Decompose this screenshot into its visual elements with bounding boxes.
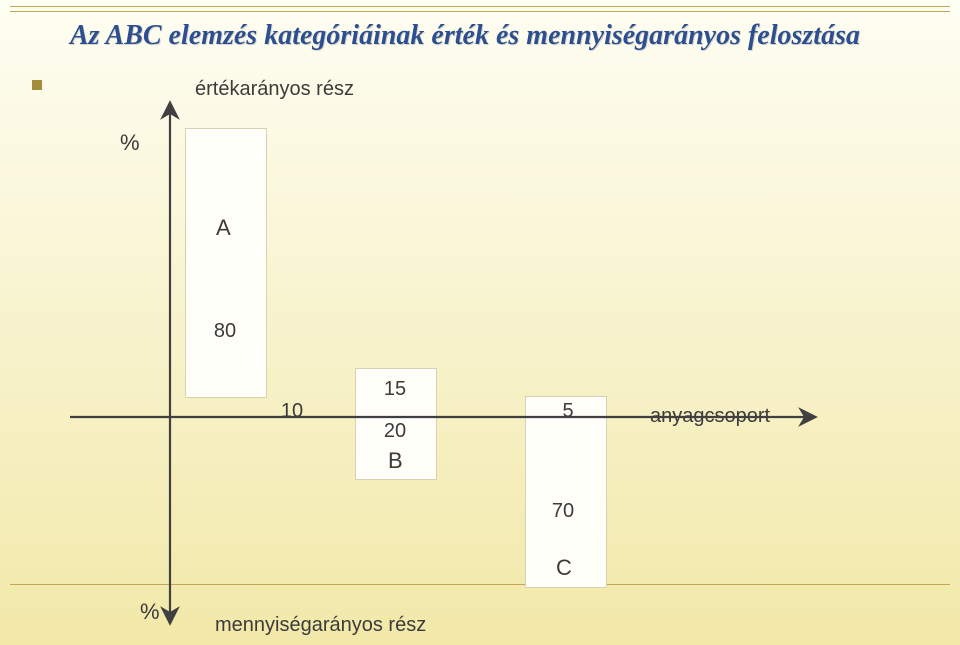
- A-qty: 10: [277, 400, 307, 423]
- bullet: [32, 80, 42, 90]
- A-value: 80: [210, 320, 240, 343]
- B-qty: 20: [380, 420, 410, 443]
- C-value: 5: [553, 400, 583, 423]
- top-rule: [10, 6, 950, 12]
- bottom-rule: [10, 584, 950, 585]
- percent-top: %: [120, 130, 140, 156]
- letter-A: A: [216, 215, 231, 241]
- y-axis-bottom-label: mennyiségarányos rész: [215, 614, 426, 637]
- letter-C: C: [556, 555, 572, 581]
- letter-B: B: [388, 448, 403, 474]
- box-A: [185, 128, 267, 398]
- B-value: 15: [380, 378, 410, 401]
- C-qty: 70: [548, 500, 578, 523]
- y-axis-top-label: értékarányos rész: [195, 78, 354, 101]
- percent-bottom: %: [140, 599, 160, 625]
- page-title: Az ABC elemzés kategóriáinak érték és me…: [70, 18, 920, 53]
- x-axis-label: anyagcsoport: [650, 405, 770, 428]
- axes: [0, 0, 960, 645]
